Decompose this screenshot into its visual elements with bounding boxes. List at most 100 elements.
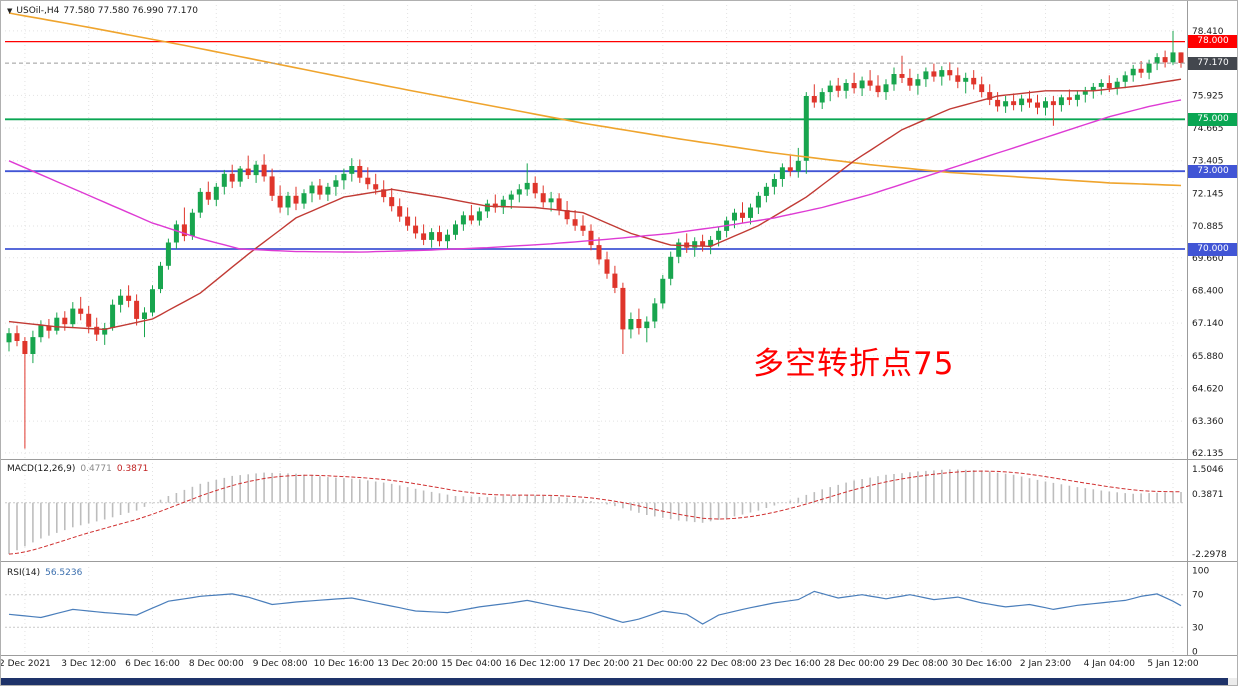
candle-body xyxy=(1043,101,1048,108)
candle-body xyxy=(181,224,187,237)
candle-body xyxy=(126,295,132,301)
candle-body xyxy=(899,74,905,78)
candle-body xyxy=(333,180,339,187)
candle-body xyxy=(748,207,753,218)
time-label: 10 Dec 16:00 xyxy=(313,659,375,669)
price-level-badge[interactable]: 73.000 xyxy=(1188,164,1237,178)
time-label: 28 Dec 00:00 xyxy=(823,659,885,669)
svg-text:67.140: 67.140 xyxy=(1192,319,1224,329)
candle-body xyxy=(389,197,395,207)
candle-body xyxy=(1082,90,1088,95)
time-label: 8 Dec 00:00 xyxy=(188,659,244,669)
svg-text:-2.2978: -2.2978 xyxy=(1192,550,1227,560)
candle-body xyxy=(253,164,259,176)
candle-body xyxy=(1019,98,1025,106)
candle-body xyxy=(859,80,865,89)
candle-body xyxy=(1066,97,1072,100)
time-label: 3 Dec 12:00 xyxy=(61,659,117,669)
candle-body xyxy=(460,215,466,225)
candle-body xyxy=(205,191,211,200)
svg-text:0.3871: 0.3871 xyxy=(1192,490,1224,500)
svg-text:65.880: 65.880 xyxy=(1192,352,1224,362)
candle-body xyxy=(381,189,387,198)
candle-body xyxy=(835,85,841,91)
candle-body xyxy=(819,92,825,103)
candle-body xyxy=(875,85,881,93)
time-label: 21 Dec 00:00 xyxy=(632,659,694,669)
candle-body xyxy=(421,233,427,240)
candle-body xyxy=(373,184,379,190)
horizontal-level-lines[interactable] xyxy=(5,40,1185,250)
candle-body xyxy=(564,210,570,220)
horizontal-scrollbar[interactable] xyxy=(1,678,1237,685)
candle-body xyxy=(309,185,315,194)
price-level-badge[interactable]: 78.000 xyxy=(1188,35,1237,49)
candle-body xyxy=(142,312,147,319)
candle-body xyxy=(78,308,84,314)
candle-body xyxy=(1130,68,1136,76)
candle-body xyxy=(229,173,235,182)
rsi-value: 56.5236 xyxy=(45,568,83,578)
candle-body xyxy=(548,198,554,203)
svg-text:0: 0 xyxy=(1192,648,1198,658)
candle-body xyxy=(1090,86,1096,91)
candle-body xyxy=(134,300,140,319)
candle-body xyxy=(556,198,562,211)
candle-body xyxy=(1098,83,1104,87)
candle-body xyxy=(62,317,68,325)
candle-body xyxy=(118,295,124,305)
candle-body xyxy=(779,167,785,179)
current-price-badge[interactable]: 77.170 xyxy=(1188,56,1237,70)
candle-body xyxy=(38,325,44,338)
candle-body xyxy=(763,186,769,196)
macd-signal-value: 0.3871 xyxy=(116,464,149,474)
candle-body xyxy=(86,313,92,327)
candle-body xyxy=(365,177,371,185)
candle-body xyxy=(700,241,706,247)
candle-body xyxy=(803,96,809,161)
macd-name: MACD(12,26,9) xyxy=(7,464,76,474)
macd-signal-line xyxy=(8,470,1182,555)
candle-body xyxy=(636,319,642,329)
candle-body xyxy=(947,70,953,76)
time-label: 2 Jan 23:00 xyxy=(1019,659,1072,669)
symbol-timeframe-label: USOil-,H4 xyxy=(16,6,60,16)
candle-body xyxy=(6,333,12,343)
time-label: 13 Dec 20:00 xyxy=(377,659,438,669)
candle-body xyxy=(612,273,618,288)
candle-body xyxy=(995,99,1001,107)
symbol-dropdown-icon[interactable]: ▼ xyxy=(7,6,13,15)
time-label: 5 Jan 12:00 xyxy=(1147,659,1199,669)
ma-magenta-line xyxy=(8,99,1182,253)
candle-body xyxy=(158,265,163,290)
scrollbar-end-cap xyxy=(1228,678,1237,685)
candle-body xyxy=(540,193,546,203)
candle-body xyxy=(524,182,530,190)
candle-body xyxy=(22,341,28,354)
price-level-badge[interactable]: 70.000 xyxy=(1188,242,1237,256)
price-level-badge[interactable]: 75.000 xyxy=(1188,112,1237,126)
candle-body xyxy=(213,186,219,200)
candle-body xyxy=(939,70,945,77)
candle-body xyxy=(987,92,993,100)
candle-body xyxy=(261,164,267,177)
annotation-text[interactable]: 多空转折点75 xyxy=(753,346,955,382)
candle-body xyxy=(740,212,745,218)
candle-body xyxy=(1003,101,1009,107)
candle-body xyxy=(429,232,435,240)
candle-body xyxy=(341,173,347,181)
candle-body xyxy=(923,71,929,80)
time-axis[interactable]: 2 Dec 2021 3 Dec 12:00 6 Dec 16:00 8 Dec 00… xyxy=(1,657,1237,677)
candle-body xyxy=(1050,101,1056,106)
candle-body xyxy=(795,160,801,172)
svg-text:69.660: 69.660 xyxy=(1192,254,1224,264)
price-axis[interactable] xyxy=(1188,1,1237,656)
candle-body xyxy=(755,195,761,208)
candle-body xyxy=(476,211,482,221)
svg-text:62.135: 62.135 xyxy=(1192,449,1224,459)
candle-body xyxy=(468,215,474,221)
candle-body xyxy=(277,195,283,208)
candle-body xyxy=(955,75,961,82)
